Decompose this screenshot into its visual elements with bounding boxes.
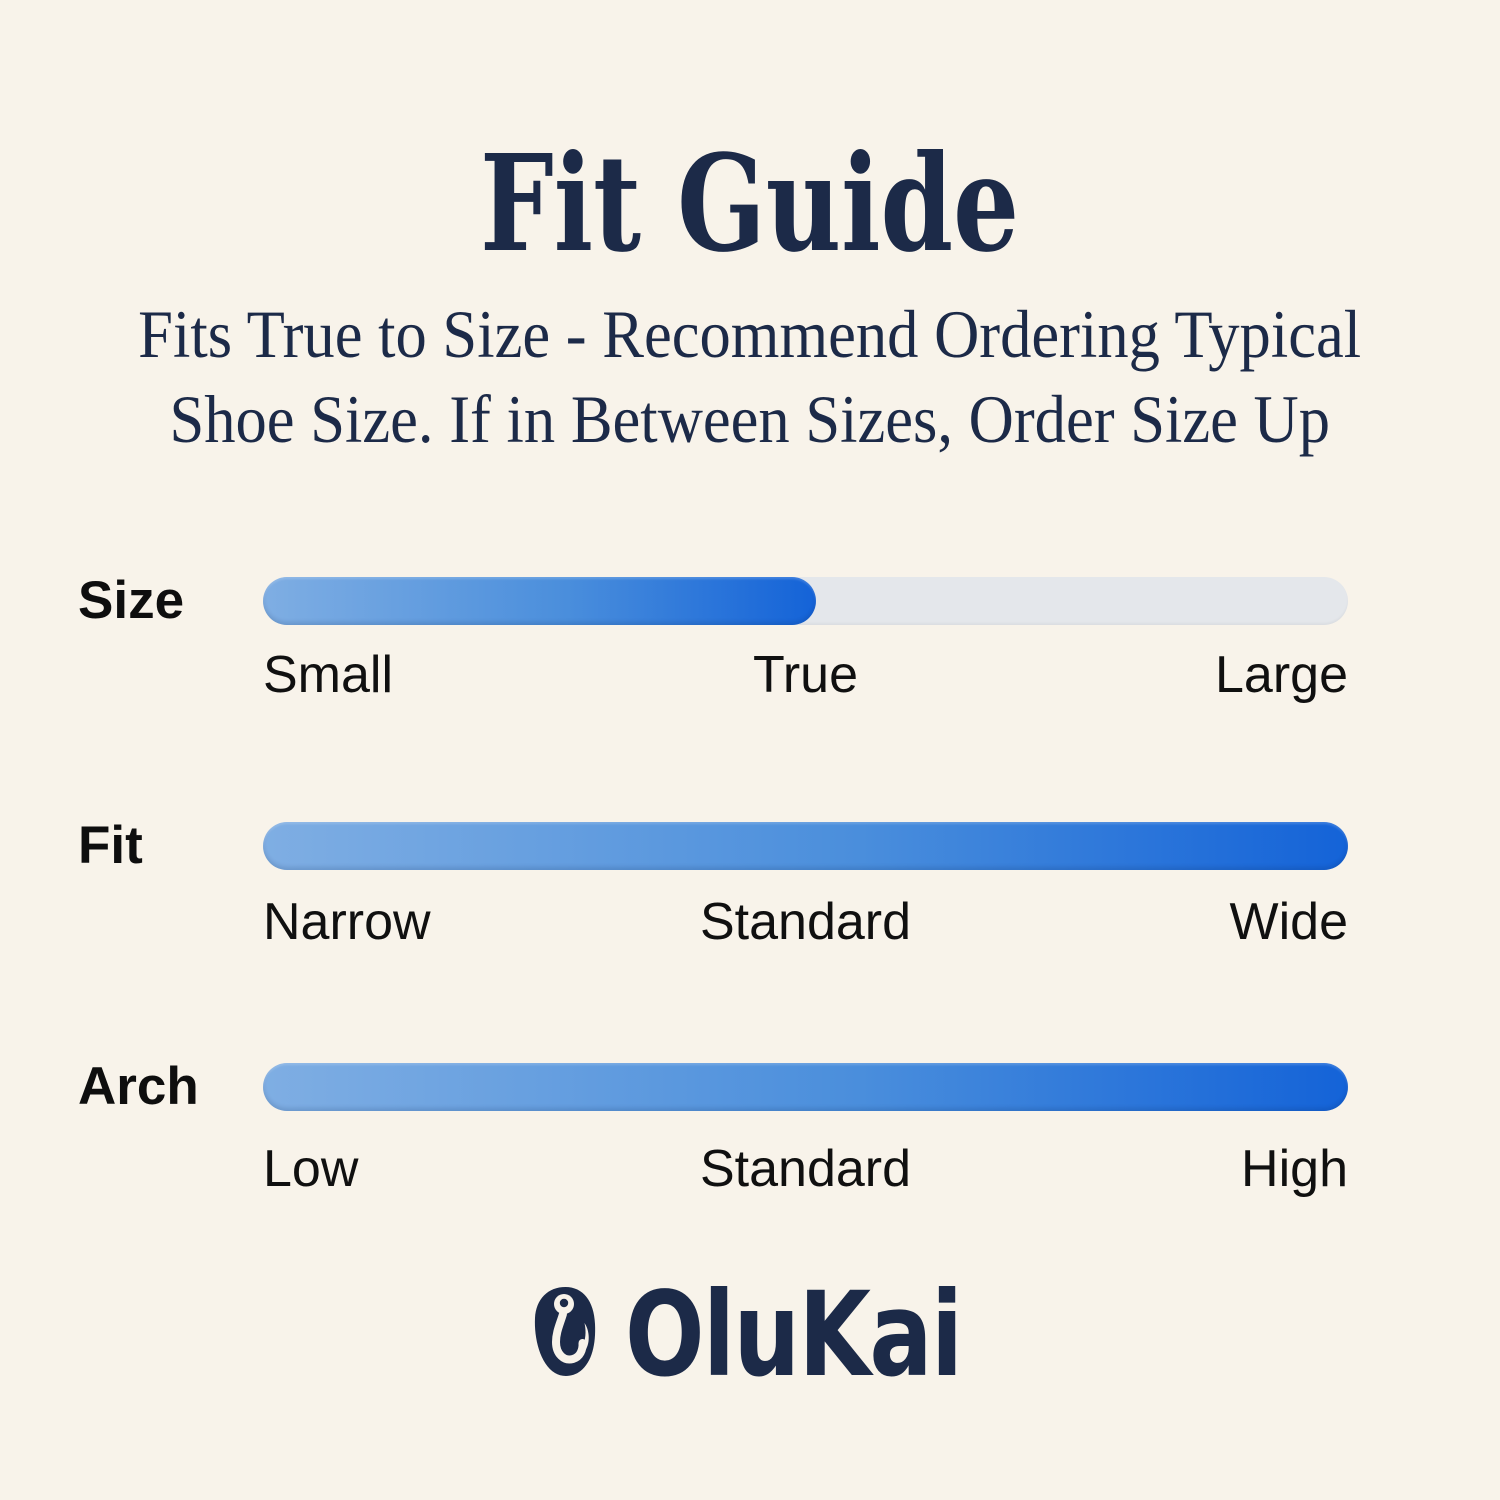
scale-label-narrow: Narrow	[263, 893, 431, 951]
page-title: Fit Guide	[0, 138, 1500, 271]
slider-track-size	[263, 577, 1348, 625]
page-title-text: Fit Guide	[480, 126, 1020, 282]
scale-labels-fit: Narrow Standard Wide	[263, 896, 1348, 948]
slider-label-arch: Arch	[78, 1057, 199, 1116]
slider-fill-arch	[263, 1063, 1348, 1111]
brand-logo: OluKai	[533, 1266, 1046, 1403]
slider-label-size: Size	[78, 571, 185, 630]
scale-labels-arch: Low Standard High	[263, 1143, 1348, 1195]
slider-fill-fit	[263, 822, 1348, 870]
brand-wordmark: OluKai	[625, 1266, 963, 1403]
slider-fill-size	[263, 577, 817, 625]
subtitle: Fits True to Size - Recommend Ordering T…	[0, 292, 1500, 462]
subtitle-line-1: Fits True to Size - Recommend Ordering T…	[138, 296, 1362, 372]
slider-label-fit: Fit	[78, 816, 143, 875]
scale-label-wide: Wide	[1229, 893, 1348, 951]
scale-label-small: Small	[263, 646, 394, 704]
scale-label-large: Large	[1215, 646, 1348, 704]
scale-label-low: Low	[263, 1140, 359, 1198]
slider-track-arch	[263, 1063, 1348, 1111]
subtitle-line-2: Shoe Size. If in Between Sizes, Order Si…	[169, 381, 1331, 457]
scale-label-high: High	[1241, 1140, 1348, 1198]
scale-label-true: True	[753, 646, 858, 704]
scale-label-standard-arch: Standard	[699, 1140, 912, 1198]
scale-labels-size: Small True Large	[263, 649, 1348, 701]
slider-track-fit	[263, 822, 1348, 870]
fish-hook-icon	[534, 1287, 596, 1376]
scale-label-standard-fit: Standard	[699, 893, 912, 951]
